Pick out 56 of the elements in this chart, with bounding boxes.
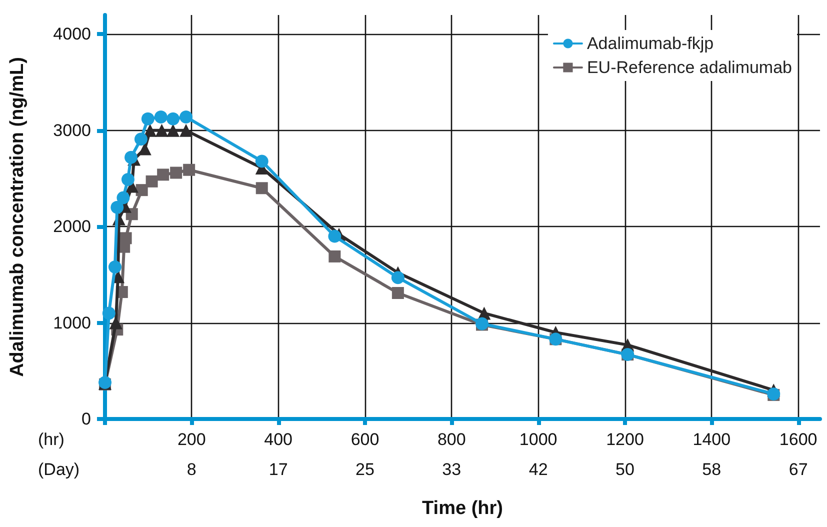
- x-tick-label: 1400: [692, 430, 731, 449]
- x-tick-label: 400: [264, 430, 293, 449]
- point: [180, 110, 193, 124]
- point: [392, 286, 404, 299]
- x2-tick-label: 25: [356, 460, 374, 479]
- text: (hr): [38, 430, 64, 449]
- y-tick-label: 4000: [53, 24, 91, 44]
- point: [110, 200, 124, 214]
- point: [138, 142, 152, 156]
- point: [109, 316, 122, 330]
- x2-tick-label: 42: [528, 460, 548, 479]
- legend-label: EU-Reference adalimumab: [586, 58, 792, 77]
- x-tick-label: 800: [437, 430, 466, 449]
- x2-tick-label: 58: [702, 460, 722, 479]
- point: [180, 124, 193, 137]
- x-tick-label: 1600: [779, 430, 818, 449]
- point: [141, 112, 154, 126]
- point: [166, 124, 180, 137]
- point: [136, 184, 148, 196]
- point: [116, 191, 130, 204]
- x-tick-label: 600: [350, 430, 380, 449]
- point: [256, 182, 268, 194]
- x-tick-label: 1200: [606, 430, 644, 449]
- point: [121, 172, 134, 186]
- point: [183, 164, 196, 176]
- point: [146, 175, 158, 188]
- point: [144, 124, 157, 137]
- point: [328, 250, 341, 262]
- point: [154, 110, 168, 124]
- point: [108, 260, 122, 274]
- y-tick-label: 3000: [53, 120, 91, 140]
- point: [166, 112, 180, 126]
- point: [124, 150, 138, 164]
- point: [255, 154, 268, 168]
- x2-tick-label: 67: [788, 460, 808, 479]
- y-tick-label: 0: [82, 410, 91, 428]
- point: [102, 306, 116, 320]
- point: [391, 271, 404, 284]
- y-tick-label: 1000: [53, 313, 91, 332]
- point: [328, 230, 342, 243]
- x-tick-label: 1000: [519, 430, 558, 449]
- x-axis-title: Time (hr): [422, 498, 503, 519]
- x-tick-label: 200: [177, 430, 206, 449]
- x2-tick-label: 8: [186, 460, 196, 479]
- text: (Day): [38, 460, 80, 479]
- point: [155, 124, 168, 137]
- point: [134, 132, 148, 146]
- point: [120, 232, 132, 244]
- y-tick-label: 2000: [53, 217, 91, 236]
- x2-tick-label: 50: [616, 460, 634, 479]
- point: [170, 166, 182, 179]
- legend-label: Adalimumab-fkjp: [586, 34, 714, 53]
- x2-tick-label: 17: [268, 460, 288, 479]
- x2-tick-label: 33: [442, 460, 462, 479]
- y-axis-title: Adalimumab concentration (ng/mL): [7, 57, 28, 377]
- point: [157, 168, 170, 181]
